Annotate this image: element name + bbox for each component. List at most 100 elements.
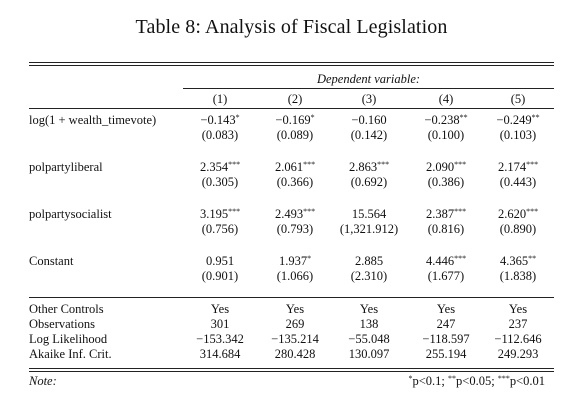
statistic-cell: 269 [285,317,305,331]
coefficient-value: 2.620 [497,207,527,221]
bottom-rule [29,368,554,369]
significance-stars: * [235,113,240,122]
variable-label: Constant [29,254,74,268]
standard-error-cell: (0.756) [201,222,239,236]
table-row: Log Likelihood −153.342 −135.214 −55.048 −11… [29,331,554,347]
note-threshold: p<0.05; [456,374,498,388]
column-header: (1) [212,92,228,106]
significance-stars: *** [454,254,467,263]
column-header: (5) [510,92,526,106]
coefficient-value: 2.061 [274,160,304,174]
coefficient-value: −0.143 [200,113,236,127]
statistic-cell: 247 [436,317,456,331]
statistic-cell: 255.194 [425,347,467,361]
coefficient-value: 3.195 [199,207,229,221]
coefficient-value: 2.090 [425,160,455,174]
coefficient-cell: −0.160 [332,112,406,128]
note-label: Note: [29,374,57,388]
statistic-label: Akaike Inf. Crit. [29,347,112,361]
table-row: Observations 301 269 138 247 237 [29,316,554,332]
note-threshold: p<0.01 [509,374,545,388]
statistic-cell: 138 [359,317,379,331]
standard-error-cell: (0.443) [499,175,537,189]
stats-rule [29,297,554,298]
table-row: (0.756) (0.793) (1,321.912) (0.816) (0.890) [29,221,554,237]
note-stars: ** [448,374,457,383]
table-row: (0.901) (1.066) (2.310) (1.677) (1.838) [29,268,554,284]
statistic-cell: 314.684 [199,347,241,361]
coefficient-value: 2.885 [354,254,384,268]
statistic-cell: 237 [508,317,528,331]
header-rule [183,88,554,89]
significance-stars: *** [454,207,467,216]
statistic-cell: −112.646 [494,332,542,346]
coefficient-cell: 4.365** [481,253,555,269]
standard-error-cell: (0.793) [276,222,314,236]
statistic-cell: Yes [508,302,528,316]
statistic-cell: 249.293 [497,347,539,361]
statistic-cell: 280.428 [274,347,316,361]
standard-error-cell: (0.890) [499,222,537,236]
note-stars: * [408,374,413,383]
significance-stars: ** [528,254,537,263]
coefficient-value: 15.564 [351,207,387,221]
statistic-label: Log Likelihood [29,332,108,346]
column-header: (3) [361,92,377,106]
statistic-cell: Yes [210,302,230,316]
standard-error-cell: (0.305) [201,175,239,189]
standard-error-cell: (0.366) [276,175,314,189]
standard-error-cell: (1.677) [427,269,465,283]
bottom-rule-2 [29,371,554,372]
standard-error-cell: (0.089) [276,128,314,142]
note-stars: *** [497,374,510,383]
significance-stars: *** [526,207,539,216]
standard-error-cell: (1.838) [499,269,537,283]
significance-stars: * [307,254,312,263]
standard-error-cell: (1.066) [276,269,314,283]
significance-stars: *** [303,160,316,169]
table-row: (0.083) (0.089) (0.142) (0.100) (0.103) [29,127,554,143]
standard-error-cell: (0.100) [427,128,465,142]
coefficient-cell: 15.564 [332,206,406,222]
significance-note: *p<0.1; **p<0.05; ***p<0.01 [409,373,546,389]
statistic-cell: 301 [210,317,230,331]
coefficient-cell: −0.249** [481,112,555,128]
significance-stars: *** [377,160,390,169]
statistic-cell: Yes [285,302,305,316]
coefficient-cell: 3.195*** [183,206,257,222]
coefficient-value: 2.387 [425,207,455,221]
coefficient-value: 2.863 [348,160,378,174]
coefficient-value: 4.365 [499,254,529,268]
significance-stars: ** [531,113,540,122]
dependent-variable-row: Dependent variable: [29,71,554,87]
column-header: (2) [287,92,303,106]
table-row: log(1 + wealth_timevote) −0.143* −0.169* −0… [29,112,554,128]
coefficient-cell: 2.863*** [332,159,406,175]
statistic-cell: Yes [359,302,379,316]
statistic-cell: Yes [436,302,456,316]
coefficient-cell: 2.493*** [258,206,332,222]
coefficient-value: 2.354 [199,160,229,174]
table-row: (0.305) (0.366) (0.692) (0.386) (0.443) [29,174,554,190]
table-row: Constant 0.951 1.937* 2.885 4.446*** 4.365** [29,253,554,269]
coefficient-cell: 2.387*** [409,206,483,222]
coefficient-value: 2.174 [497,160,527,174]
coefficient-cell: −0.238** [409,112,483,128]
coefficient-cell: 4.446*** [409,253,483,269]
table-row: polpartyliberal 2.354*** 2.061*** 2.863*** 2… [29,159,554,175]
significance-stars: *** [228,160,241,169]
statistic-cell: −153.342 [196,332,244,346]
statistic-cell: −55.048 [348,332,390,346]
statistic-cell: 130.097 [348,347,390,361]
variable-label: polpartysocialist [29,207,112,221]
note-row: Note: *p<0.1; **p<0.05; ***p<0.01 [29,373,554,389]
coefficient-value: 0.951 [205,254,235,268]
significance-stars: *** [454,160,467,169]
table-row: Akaike Inf. Crit. 314.684 280.428 130.097 25… [29,346,554,362]
standard-error-cell: (0.386) [427,175,465,189]
standard-error-cell: (0.103) [499,128,537,142]
standard-error-cell: (1,321.912) [339,222,399,236]
coefficient-value: −0.160 [351,113,387,127]
statistic-label: Observations [29,317,95,331]
